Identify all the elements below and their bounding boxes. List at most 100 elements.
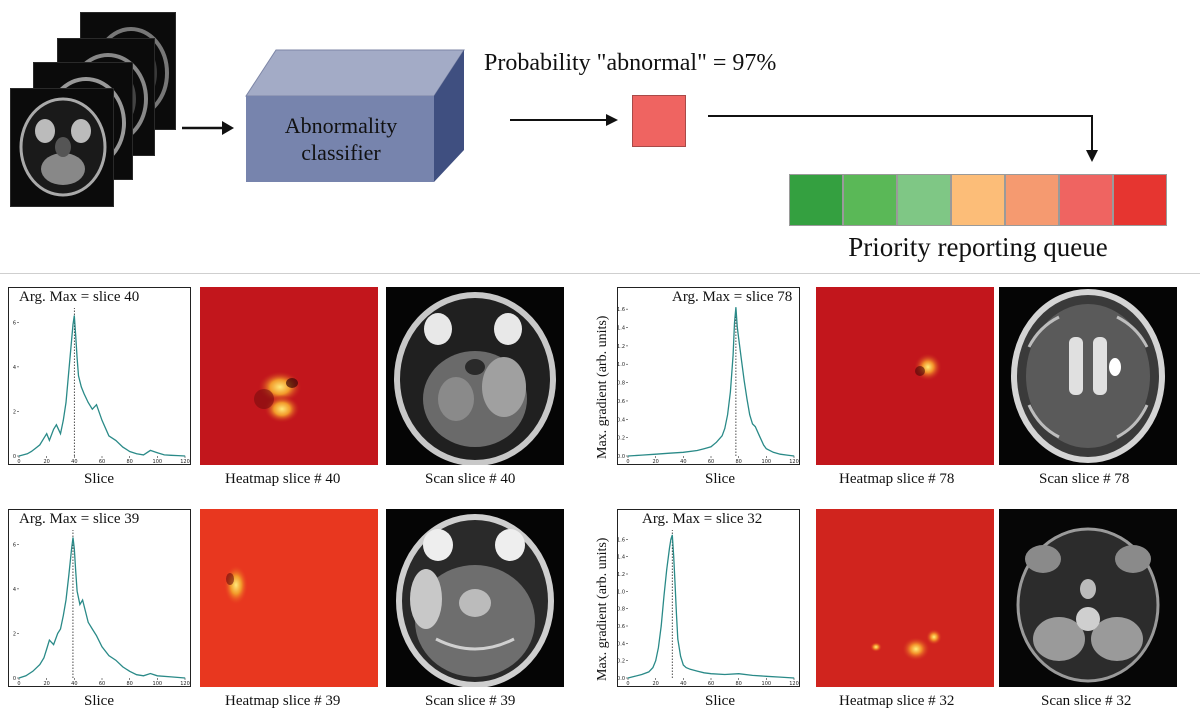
- gradient-point: [666, 569, 668, 571]
- gradient-point: [772, 451, 774, 453]
- y-tick-label: 0.8: [618, 607, 625, 613]
- x-tick-label: 20: [43, 459, 49, 465]
- gradient-point: [122, 446, 124, 448]
- gradient-point: [727, 414, 728, 416]
- x-tick-label: 0: [626, 681, 629, 687]
- gradient-point: [738, 673, 740, 675]
- x-tick-label: 20: [43, 681, 49, 687]
- gradient-point: [101, 646, 103, 648]
- gradient-point: [689, 668, 691, 670]
- scan-caption-2: Scan slice # 78: [1039, 471, 1130, 487]
- scan-image-2: [999, 287, 1177, 465]
- x-tick-label: 80: [735, 459, 741, 465]
- gradient-point: [710, 673, 712, 675]
- y-tick-label: 4: [13, 587, 16, 593]
- gradient-point: [724, 428, 726, 429]
- x-tick-label: 100: [153, 681, 163, 687]
- heatmap-image-2: [816, 287, 994, 465]
- gradient-point: [754, 426, 756, 428]
- result-panel-1: 0 20 40 60 80 100 120 0 2 4 6 Arg. Max = slice 40 …: [8, 287, 591, 497]
- gradient-point: [72, 324, 74, 325]
- x-tick-label: 20: [652, 681, 658, 687]
- gradient-point: [677, 638, 679, 640]
- gradient-point: [634, 675, 636, 677]
- gradient-point: [79, 604, 81, 605]
- gradient-point: [648, 671, 650, 673]
- gradient-point: [641, 674, 643, 675]
- argmax-label-2: Arg. Max = slice 78: [672, 289, 793, 305]
- x-tick-label: 0: [17, 681, 20, 687]
- probability-swatch: [632, 95, 686, 147]
- gradient-point: [60, 628, 61, 630]
- gradient-point: [655, 453, 657, 455]
- gradient-series-line: [627, 307, 795, 457]
- heatmap-caption-3: Heatmap slice # 39: [225, 693, 341, 709]
- gradient-point: [49, 639, 50, 641]
- scan-caption-1: Scan slice # 40: [425, 471, 516, 487]
- scan-image-3: [386, 509, 564, 688]
- y-axis-label-4: Max. gradient (arb. units): [595, 537, 610, 681]
- x-tick-label: 40: [680, 681, 686, 687]
- gradient-point: [738, 338, 740, 339]
- gradient-point: [184, 455, 186, 457]
- gradient-point: [53, 644, 54, 645]
- gradient-point: [752, 675, 753, 676]
- gradient-plot-2: 0 20 40 60 80 100 120 0.0 0.2 0.4 0.6 0.8 1.0 1.2 1.4 1…: [617, 287, 800, 465]
- gradient-plot-4: 0 20 40 60 80 100 120 0.0 0.2 0.4 0.6 0.8 1.0 1.2 1.4 1…: [617, 509, 800, 687]
- gradient-point: [46, 648, 48, 650]
- gradient-point: [741, 359, 742, 361]
- gradient-point: [759, 435, 760, 437]
- gradient-point: [749, 414, 751, 416]
- gradient-point: [779, 676, 781, 678]
- y-tick-label: 1.6: [618, 307, 625, 313]
- gradient-point: [35, 447, 36, 449]
- y-tick-label: 6: [13, 542, 16, 548]
- queue-label: Priority reporting queue: [848, 232, 1108, 262]
- queue-cell-6: [1059, 174, 1113, 226]
- gradient-chart-1: 0 20 40 60 80 100 120 0 2 4 6: [13, 308, 190, 465]
- scan-image-4: [999, 509, 1177, 687]
- scan-image-1: [386, 287, 564, 466]
- queue-cell-3: [897, 174, 951, 226]
- gradient-point: [143, 454, 144, 456]
- y-tick-label: 0.0: [618, 454, 625, 460]
- argmax-label-1: Arg. Max = slice 40: [19, 289, 140, 305]
- x-tick-label: 100: [762, 459, 772, 465]
- gradient-point: [671, 534, 673, 536]
- gradient-point: [627, 455, 629, 457]
- gradient-chart-3: 0 20 40 60 80 100 120 0 2 4 6: [13, 530, 190, 687]
- result-panel-3: 0 20 40 60 80 100 120 0 2 4 6 Arg. Max = slice 39 …: [8, 509, 591, 719]
- gradient-point: [136, 453, 137, 455]
- gradient-point: [68, 370, 70, 372]
- gradient-point: [83, 393, 85, 394]
- gradient-point: [793, 455, 795, 457]
- gradient-point: [660, 625, 662, 627]
- slice-axis-label-2: Slice: [705, 471, 735, 487]
- gradient-point: [724, 674, 726, 675]
- gradient-point: [122, 666, 124, 668]
- gradient-point: [62, 419, 64, 421]
- y-tick-label: 0.2: [618, 436, 625, 442]
- gradient-point: [115, 440, 117, 441]
- gradient-point: [655, 660, 657, 662]
- gradient-point: [779, 453, 781, 455]
- gradient-point: [39, 664, 41, 666]
- y-tick-label: 1.6: [618, 537, 625, 543]
- slice-axis-label-3: Slice: [84, 693, 114, 709]
- classifier-label: Abnormality classifier: [246, 94, 436, 184]
- queue-cell-1: [789, 174, 843, 226]
- gradient-point: [156, 452, 158, 454]
- gradient-point: [101, 419, 103, 421]
- x-tick-label: 60: [708, 681, 714, 687]
- gradient-point: [143, 675, 144, 677]
- gradient-point: [703, 672, 705, 674]
- gradient-point: [57, 633, 59, 634]
- gradient-point: [765, 448, 767, 450]
- gradient-point: [663, 595, 665, 597]
- gradient-point: [75, 570, 77, 572]
- gradient-point: [710, 446, 712, 448]
- x-tick-label: 120: [789, 459, 799, 465]
- gradient-point: [46, 433, 48, 435]
- gradient-point: [53, 428, 54, 430]
- gradient-point: [763, 444, 764, 446]
